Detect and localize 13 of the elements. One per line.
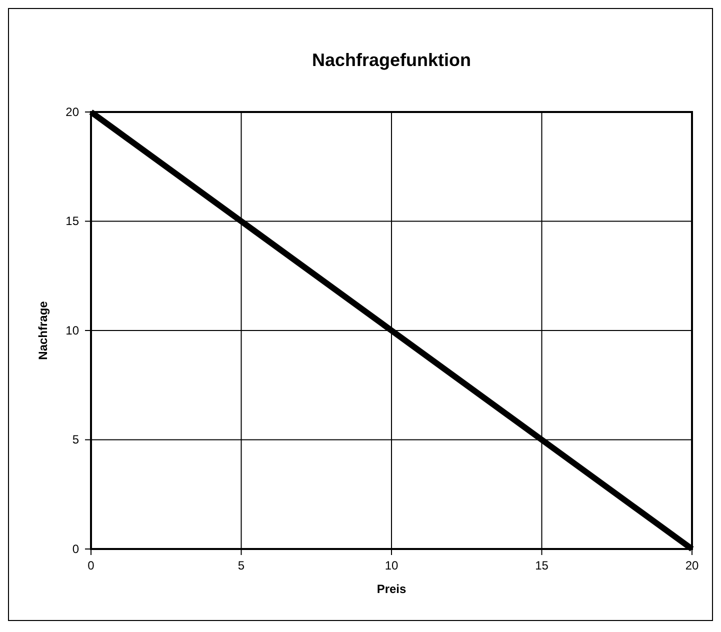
x-tick-label: 10 — [384, 558, 398, 573]
y-tick-label: 10 — [66, 323, 80, 338]
y-tick-label: 5 — [72, 432, 80, 447]
y-tick-label: 15 — [66, 214, 80, 228]
x-tick-label: 15 — [535, 558, 549, 573]
y-axis-title: Nachfrage — [36, 300, 50, 360]
y-tick-label: 20 — [66, 104, 80, 119]
x-axis-title: Preis — [376, 582, 406, 596]
y-tick-label: 0 — [72, 542, 80, 556]
x-tick-label: 0 — [88, 558, 95, 573]
x-tick-label: 5 — [238, 558, 245, 573]
x-tick-label: 20 — [685, 558, 699, 573]
chart-title: Nachfragefunktion — [312, 50, 472, 70]
